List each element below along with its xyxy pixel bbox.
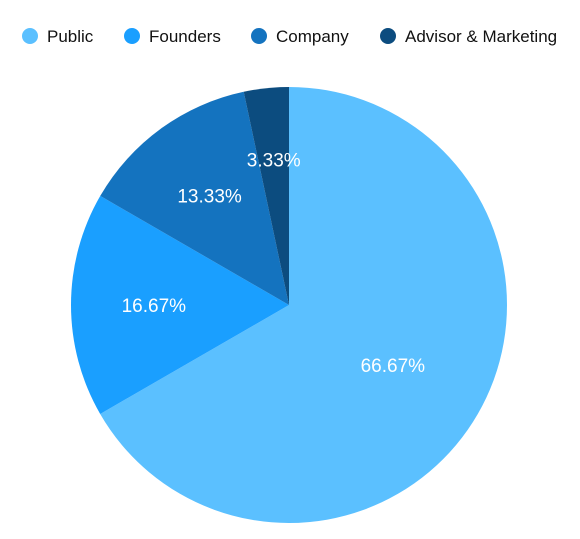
legend-label-2: Company — [276, 27, 349, 46]
pie-data-label-0: 66.67% — [361, 356, 426, 377]
pie-slices — [71, 87, 507, 523]
legend-label-3: Advisor & Marketing — [405, 27, 557, 46]
pie-slice-1 — [71, 195, 289, 414]
pie-slice-2 — [100, 91, 289, 305]
pie-data-label-2: 13.33% — [177, 187, 242, 208]
pie-slice-0 — [100, 87, 507, 523]
legend-marker-1 — [124, 28, 140, 44]
chart-legend: Public Founders Company Advisor & Marketing — [22, 27, 557, 46]
pie-slice-3 — [243, 87, 289, 305]
pie-data-label-1: 16.67% — [122, 296, 187, 317]
pie-data-label-3: 3.33% — [247, 151, 301, 172]
legend-label-0: Public — [47, 27, 94, 46]
legend-marker-3 — [380, 28, 396, 44]
legend-marker-2 — [251, 28, 267, 44]
legend-marker-0 — [22, 28, 38, 44]
pie-data-labels: 66.67% 16.67% 13.33%3.33% — [122, 151, 426, 377]
legend-label-1: Founders — [149, 27, 221, 46]
